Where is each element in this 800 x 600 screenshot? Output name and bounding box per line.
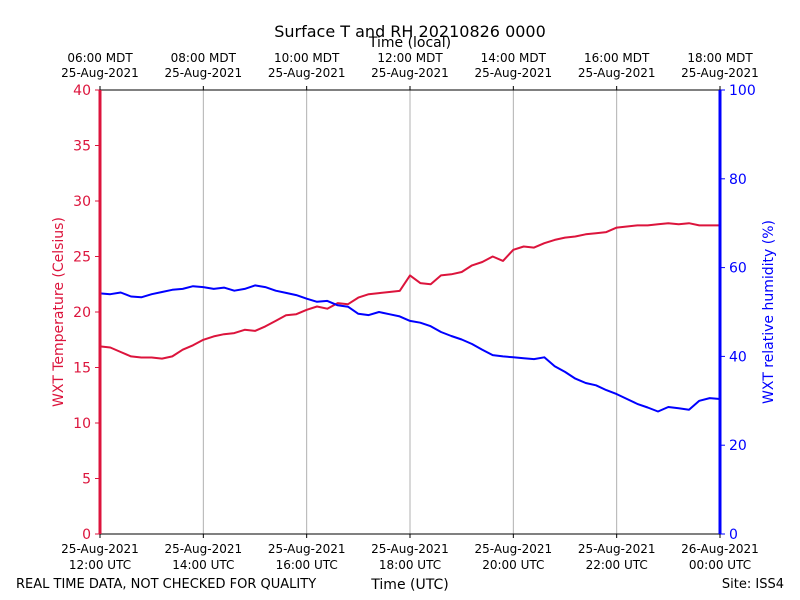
top-tick-date: 25-Aug-2021: [268, 66, 346, 80]
top-tick-date: 25-Aug-2021: [681, 66, 759, 80]
bottom-tick-time: 12:00 UTC: [69, 558, 131, 572]
bottom-tick-time: 18:00 UTC: [379, 558, 441, 572]
right-tick-label: 40: [729, 349, 747, 365]
bottom-tick-time: 00:00 UTC: [689, 558, 751, 572]
bottom-tick-date: 26-Aug-2021: [681, 542, 759, 556]
right-tick-label: 100: [729, 83, 756, 99]
left-tick-label: 30: [73, 194, 91, 210]
top-tick-date: 25-Aug-2021: [61, 66, 139, 80]
bottom-tick-date: 25-Aug-2021: [165, 542, 243, 556]
chart-title: Surface T and RH 20210826 0000: [274, 22, 546, 41]
right-tick-label: 20: [729, 438, 747, 454]
left-tick-label: 20: [73, 305, 91, 321]
data-quality-notice: REAL TIME DATA, NOT CHECKED FOR QUALITY: [16, 577, 316, 592]
right-axis-label: WXT relative humidity (%): [761, 220, 777, 404]
left-tick-label: 5: [82, 472, 91, 488]
site-label: Site: ISS4: [722, 577, 784, 592]
right-tick-label: 80: [729, 172, 747, 188]
bottom-tick-time: 20:00 UTC: [482, 558, 544, 572]
series-lines: [99, 222, 721, 413]
right-axis-ticks: 0 20 40 60 80 100: [720, 83, 756, 543]
left-tick-label: 40: [73, 83, 91, 99]
left-tick-label: 35: [73, 139, 91, 155]
top-tick-time: 12:00 MDT: [377, 51, 443, 65]
bottom-tick-time: 16:00 UTC: [276, 558, 338, 572]
vertical-gridlines: [202, 90, 618, 534]
top-tick-date: 25-Aug-2021: [475, 66, 553, 80]
left-tick-label: 15: [73, 361, 91, 377]
top-tick-time: 18:00 MDT: [687, 51, 753, 65]
top-tick-date: 25-Aug-2021: [165, 66, 243, 80]
top-tick-date: 25-Aug-2021: [371, 66, 449, 80]
bottom-axis-label: Time (UTC): [370, 577, 448, 593]
bottom-tick-date: 25-Aug-2021: [578, 542, 656, 556]
bottom-tick-date: 25-Aug-2021: [371, 542, 449, 556]
top-axis-label: Time (local): [368, 35, 451, 51]
bottom-tick-time: 14:00 UTC: [172, 558, 234, 572]
left-axis-label: WXT Temperature (Celsius): [51, 217, 67, 407]
top-tick-time: 16:00 MDT: [584, 51, 650, 65]
bottom-tick-date: 25-Aug-2021: [268, 542, 346, 556]
bottom-axis-ticks: 25-Aug-2021 12:00 UTC 25-Aug-2021 14:00 UTC…: [61, 534, 759, 572]
right-tick-label: 0: [729, 527, 738, 543]
top-tick-time: 08:00 MDT: [171, 51, 237, 65]
left-tick-label: 25: [73, 250, 91, 266]
temperature-line: [99, 222, 721, 360]
top-tick-time: 06:00 MDT: [67, 51, 133, 65]
left-tick-label: 0: [82, 527, 91, 543]
bottom-tick-time: 22:00 UTC: [586, 558, 648, 572]
right-tick-label: 60: [729, 261, 747, 277]
bottom-tick-date: 25-Aug-2021: [475, 542, 553, 556]
top-tick-date: 25-Aug-2021: [578, 66, 656, 80]
top-tick-time: 14:00 MDT: [481, 51, 547, 65]
top-tick-time: 10:00 MDT: [274, 51, 340, 65]
humidity-line: [99, 284, 721, 413]
left-tick-label: 10: [73, 416, 91, 432]
left-axis-ticks: 0 5 10 15 20 25 30 35 40: [73, 83, 100, 543]
bottom-tick-date: 25-Aug-2021: [61, 542, 139, 556]
